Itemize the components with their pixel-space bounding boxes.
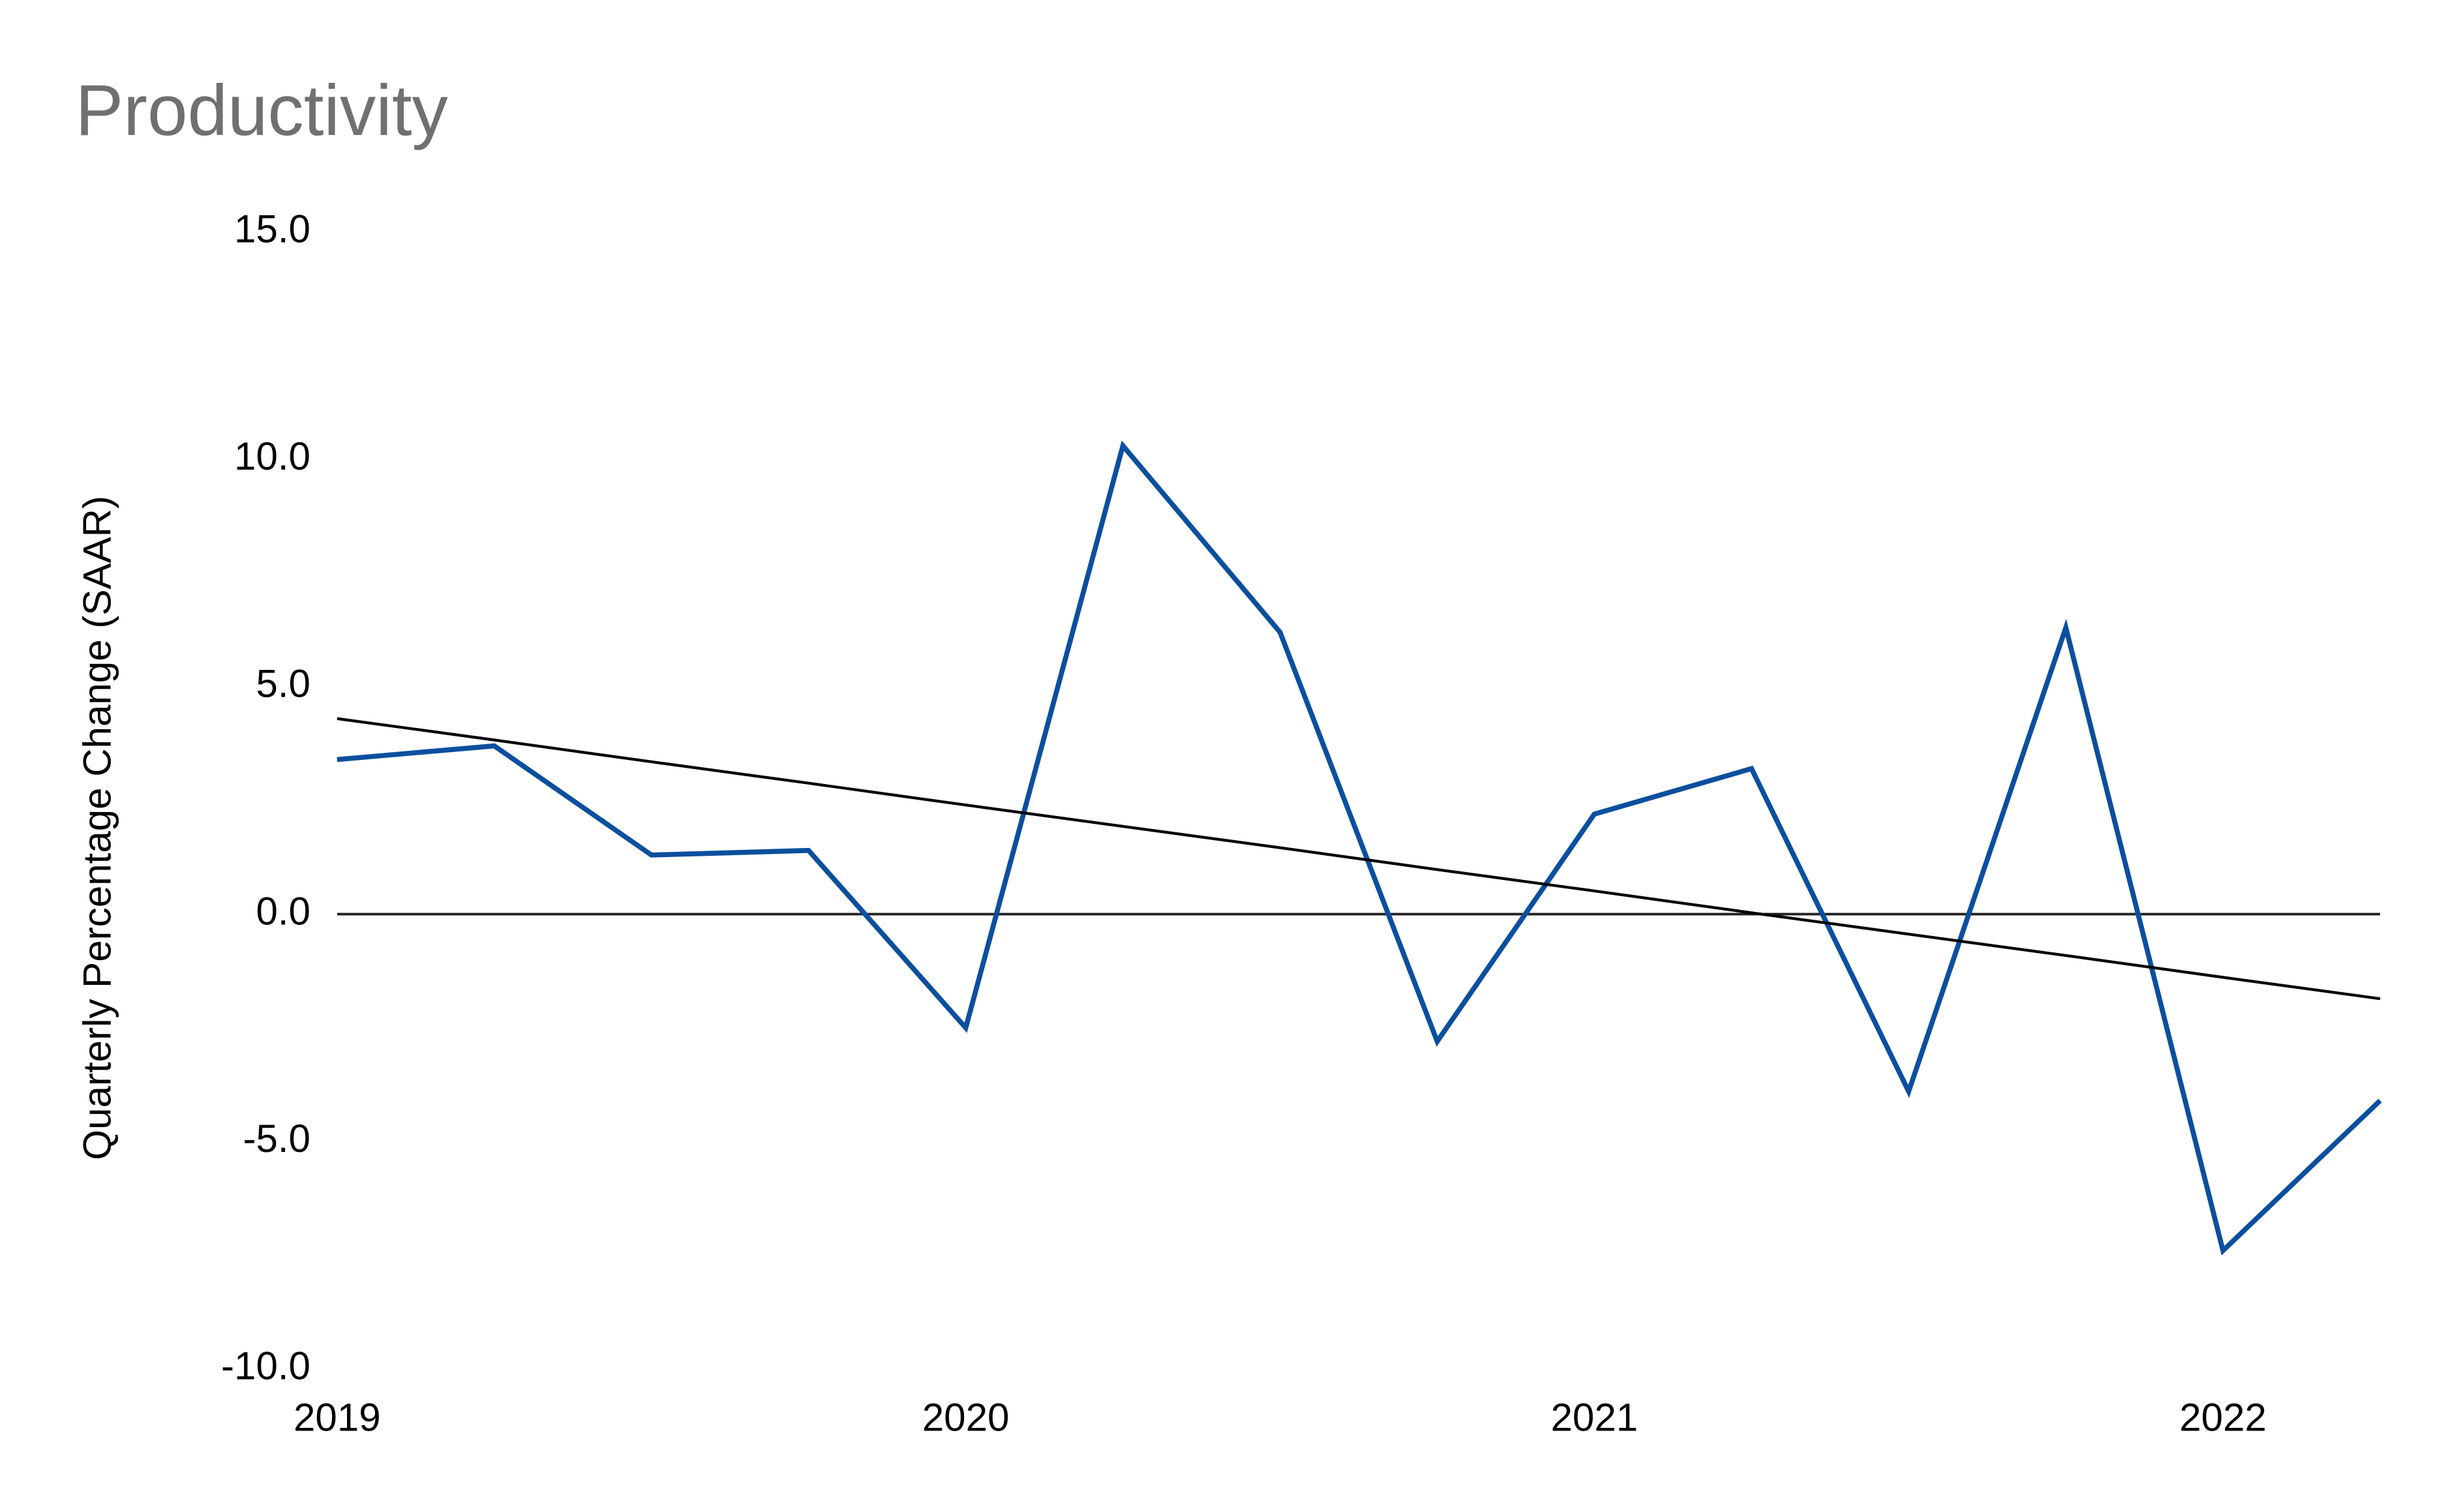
y-tick-label: 10.0 <box>234 434 310 478</box>
x-tick-label: 2022 <box>2179 1396 2267 1440</box>
y-tick-label: 15.0 <box>234 207 310 251</box>
y-tick-label: 5.0 <box>256 662 310 706</box>
x-tick-label: 2021 <box>1551 1396 1638 1440</box>
x-tick-label: 2020 <box>922 1396 1010 1440</box>
y-tick-label: -10.0 <box>221 1344 310 1387</box>
line-series <box>337 717 2381 1001</box>
y-tick-label: -5.0 <box>243 1117 310 1160</box>
x-tick-label: 2019 <box>294 1396 381 1440</box>
chart-title: Productivity <box>75 70 448 151</box>
y-axis-label: Quarterly Percentage Change (SAAR) <box>76 496 119 1160</box>
y-tick-label: 0.0 <box>256 889 310 933</box>
line-series <box>337 440 2382 1256</box>
